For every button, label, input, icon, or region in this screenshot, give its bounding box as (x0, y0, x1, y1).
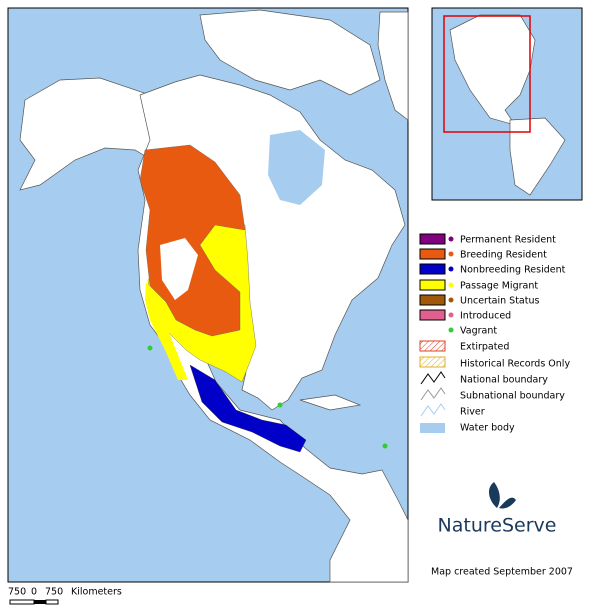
swatch-dot (448, 312, 454, 318)
swatch-dot (448, 251, 454, 257)
swatch-dot (448, 266, 454, 272)
legend-label: Uncertain Status (460, 296, 539, 307)
legend-label: Introduced (460, 311, 511, 322)
hudson-bay (268, 130, 325, 205)
main-map (7, 7, 409, 583)
logo-text: NatureServe (438, 515, 557, 537)
swatch (419, 279, 446, 291)
swatch-dot (448, 297, 454, 303)
swatch (419, 356, 446, 368)
swatch (419, 309, 446, 321)
scale-bar: 750 0 750 Kilometers (8, 587, 122, 605)
legend-label: Historical Records Only (460, 359, 570, 370)
legend: Permanent Resident Breeding Resident Non… (419, 233, 570, 434)
swatch (420, 423, 445, 433)
swatch-line (420, 387, 446, 401)
scale-label: Kilometers (71, 587, 122, 598)
legend-label: National boundary (460, 375, 548, 386)
swatch-dot (448, 236, 454, 242)
inset-map (431, 7, 583, 201)
nonbreeding-range (189, 364, 307, 453)
range-gap (160, 238, 198, 300)
legend-label: Passage Migrant (460, 281, 538, 292)
legend-label: River (460, 407, 485, 418)
scale-segment (45, 599, 59, 605)
swatch-line (420, 403, 446, 417)
logo: NatureServe (438, 482, 557, 537)
inset-south-america (509, 117, 566, 196)
swatch (419, 294, 446, 306)
scale-label: 0 (31, 587, 37, 598)
inset-north-america (449, 14, 536, 126)
credit: Map created September 2007 (431, 567, 573, 578)
scale-label: 750 (8, 587, 26, 598)
vagrant-dot (382, 443, 388, 449)
scale-label: 750 (45, 587, 63, 598)
swatch (419, 233, 446, 245)
arctic-islands (199, 9, 381, 96)
swatch-line (420, 371, 446, 385)
extent-box (443, 15, 531, 133)
scale-segment (9, 599, 35, 605)
swatch-dot (448, 327, 454, 333)
breeding-range (139, 144, 246, 337)
legend-label: Subnational boundary (460, 391, 565, 402)
alaska (19, 77, 153, 191)
caribbean (299, 394, 362, 411)
greenland (377, 11, 409, 121)
swatch-dot (448, 282, 454, 288)
logo-mark (488, 482, 516, 509)
legend-label: Breeding Resident (460, 250, 547, 261)
passage-migrant-coast (145, 282, 188, 380)
vagrant-dot (147, 345, 153, 351)
swatch (419, 340, 446, 352)
legend-label: Extirpated (460, 342, 509, 353)
legend-label: Nonbreeding Resident (460, 265, 566, 276)
legend-label: Vagrant (460, 326, 497, 337)
legend-label: Water body (460, 423, 515, 434)
swatch (419, 248, 446, 260)
scale-segment (34, 600, 46, 604)
legend-label: Permanent Resident (460, 235, 556, 246)
swatch (419, 263, 446, 275)
vagrant-dot (277, 402, 283, 408)
